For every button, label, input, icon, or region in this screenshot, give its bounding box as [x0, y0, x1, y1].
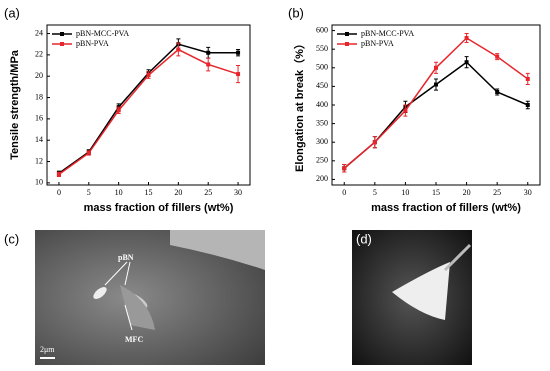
marker: [525, 76, 530, 81]
y-axis-label: Elongation at break（%）: [293, 38, 306, 172]
legend-marker: [60, 42, 64, 46]
marker: [236, 72, 241, 77]
marker: [372, 140, 377, 145]
legend-label: pBN-MCC-PVA: [76, 29, 129, 38]
x-tick-label: 30: [524, 188, 532, 197]
y-tick-label: 22: [35, 50, 43, 59]
y-tick-label: 400: [316, 100, 328, 109]
marker: [464, 36, 469, 41]
marker: [86, 151, 91, 155]
y-tick-label: 200: [316, 174, 328, 183]
y-tick-label: 550: [316, 44, 328, 53]
legend-label: pBN-PVA: [76, 39, 109, 48]
legend-label: pBN-MCC-PVA: [361, 29, 414, 38]
marker: [495, 89, 500, 94]
x-tick-label: 5: [87, 188, 91, 197]
x-tick-label: 30: [234, 188, 242, 197]
marker: [342, 166, 347, 171]
plot-frame: [331, 24, 541, 186]
y-tick-label: 10: [35, 178, 43, 187]
series-line: [58, 48, 239, 175]
marker: [56, 172, 61, 177]
x-tick-label: 10: [401, 188, 409, 197]
annotation: 2μm: [40, 345, 55, 354]
legend-marker: [345, 32, 349, 36]
y-tick-label: 500: [316, 63, 328, 72]
marker: [206, 50, 211, 55]
series-line: [343, 37, 529, 169]
panel-label: (c): [4, 231, 19, 246]
annotation: MFC: [125, 335, 143, 344]
panel-label: (d): [356, 231, 372, 246]
series-line: [58, 43, 239, 174]
y-tick-label: 350: [316, 118, 328, 127]
panel-label: (a): [4, 5, 20, 20]
y-tick-label: 16: [35, 114, 43, 123]
annotation: pBN: [118, 253, 134, 262]
marker: [464, 60, 469, 65]
y-tick-label: 14: [35, 135, 43, 144]
sem-image: [35, 230, 265, 365]
legend-marker: [60, 32, 64, 36]
series-line: [343, 61, 529, 169]
x-tick-label: 15: [145, 188, 153, 197]
marker: [434, 65, 438, 70]
x-tick-label: 15: [432, 188, 440, 197]
y-tick-label: 450: [316, 81, 328, 90]
photo: [352, 230, 472, 365]
marker: [525, 103, 530, 107]
marker: [176, 47, 181, 52]
x-tick-label: 10: [115, 188, 123, 197]
y-axis-label: Tensile strength/MPa: [9, 49, 21, 160]
x-tick-label: 20: [174, 188, 182, 197]
x-tick-label: 25: [493, 188, 501, 197]
marker: [236, 50, 241, 55]
x-axis-label: mass fraction of fillers (wt%): [371, 202, 521, 214]
marker: [206, 62, 211, 67]
legend-label: pBN-PVA: [361, 39, 394, 48]
x-tick-label: 5: [373, 188, 377, 197]
marker: [403, 108, 408, 113]
marker: [146, 73, 151, 78]
marker: [495, 54, 500, 59]
panel-label: (b): [288, 5, 304, 20]
marker: [434, 82, 438, 87]
marker: [116, 108, 121, 113]
x-tick-label: 0: [342, 188, 346, 197]
legend-marker: [345, 42, 349, 46]
x-axis-label: mass fraction of fillers (wt%): [84, 202, 234, 214]
y-tick-label: 18: [35, 92, 43, 101]
y-tick-label: 12: [35, 156, 43, 165]
x-tick-label: 0: [57, 188, 61, 197]
y-tick-label: 250: [316, 156, 328, 165]
y-tick-label: 600: [316, 25, 328, 34]
x-tick-label: 25: [204, 188, 212, 197]
x-tick-label: 20: [463, 188, 471, 197]
y-tick-label: 300: [316, 137, 328, 146]
y-tick-label: 24: [35, 28, 43, 37]
y-tick-label: 20: [35, 71, 43, 80]
